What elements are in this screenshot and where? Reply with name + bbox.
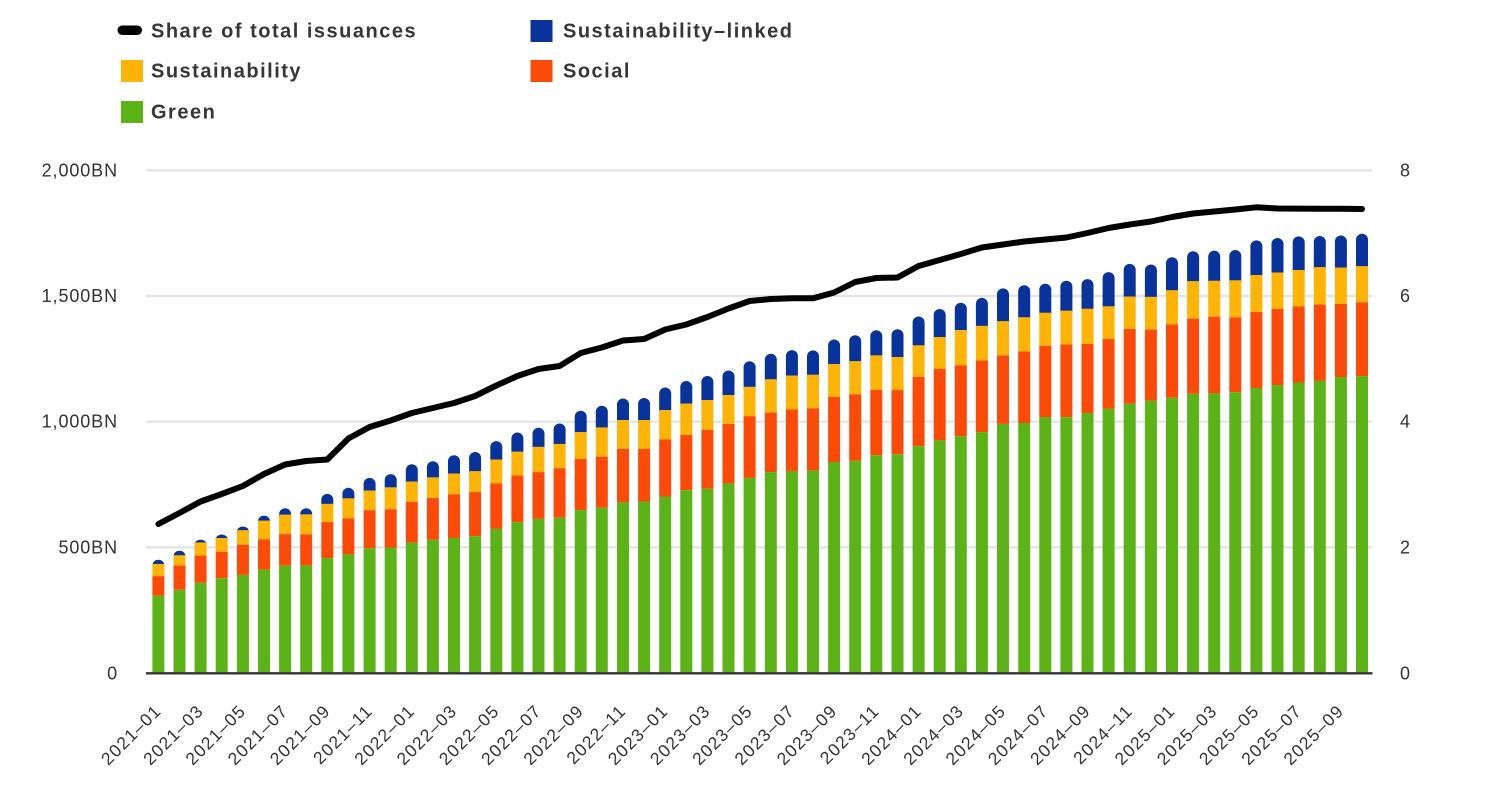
svg-text:0: 0 — [1400, 663, 1410, 683]
svg-text:4: 4 — [1400, 412, 1410, 432]
svg-text:6: 6 — [1400, 286, 1410, 306]
svg-text:8: 8 — [1400, 160, 1410, 180]
svg-text:Share of total issuances: Share of total issuances — [151, 21, 417, 43]
svg-text:2,000BN: 2,000BN — [42, 160, 118, 180]
svg-text:2: 2 — [1400, 537, 1410, 557]
svg-text:Sustainability–linked: Sustainability–linked — [563, 21, 793, 43]
svg-text:0: 0 — [107, 663, 118, 683]
svg-text:1,000BN: 1,000BN — [42, 412, 118, 432]
svg-text:Green: Green — [151, 102, 216, 124]
svg-text:Social: Social — [563, 61, 631, 83]
svg-text:500BN: 500BN — [58, 537, 118, 557]
svg-text:Sustainability: Sustainability — [151, 61, 302, 83]
svg-text:1,500BN: 1,500BN — [42, 286, 118, 306]
